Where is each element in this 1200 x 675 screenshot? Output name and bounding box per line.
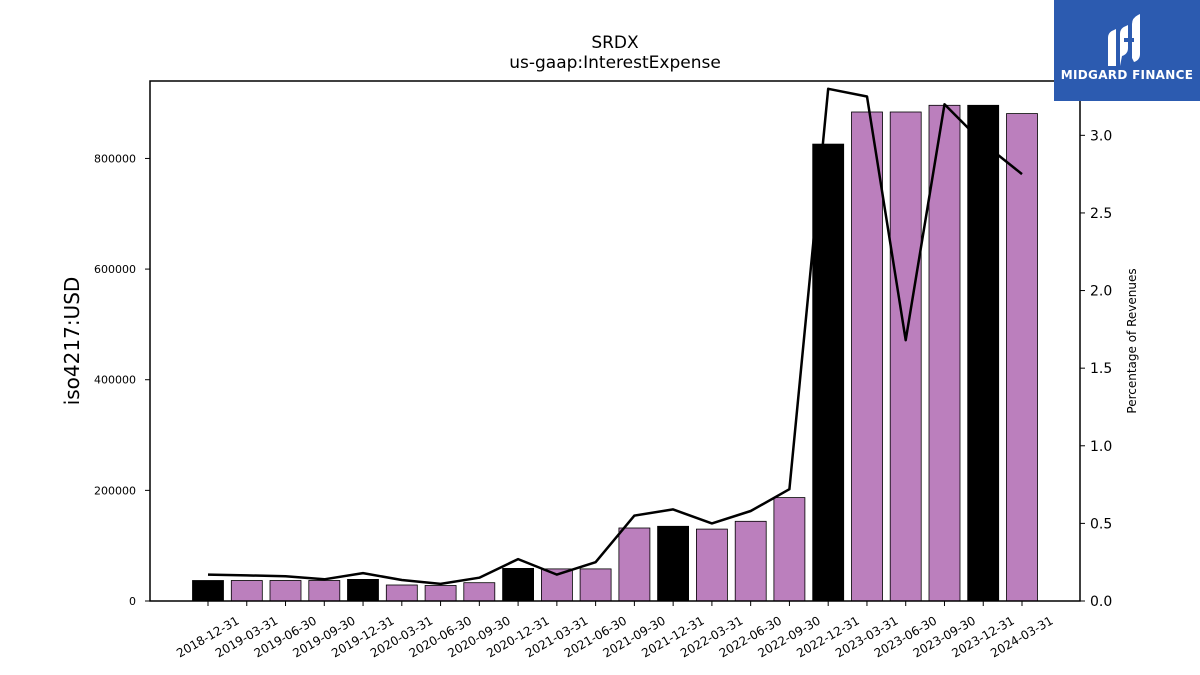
bar [308, 580, 341, 602]
y2-tick-label: 1.5 [1090, 361, 1112, 377]
y-tick-label: 200000 [94, 484, 136, 497]
bar [851, 111, 883, 602]
bar [463, 582, 496, 602]
bar [696, 528, 728, 602]
bar [618, 527, 651, 602]
y2-tick-label: 0.0 [1090, 594, 1112, 610]
brand-logo: MIDGARD FINANCE [1054, 0, 1200, 101]
bar [192, 580, 224, 602]
bar [424, 585, 457, 602]
bar [385, 584, 418, 602]
line-group [207, 87, 1023, 586]
bar [502, 568, 535, 602]
y-tick-label: 600000 [94, 263, 136, 276]
y2-tick-label: 3.0 [1090, 128, 1112, 144]
y2-tick-label: 1.0 [1090, 439, 1112, 455]
bar [1006, 113, 1038, 602]
x-axis: 2018-12-312019-03-312019-06-302019-09-30… [174, 601, 1056, 660]
y-axis-left: 0 200000 400000 600000 800000 [94, 152, 150, 608]
logo-text: MIDGARD FINANCE [1060, 68, 1194, 82]
chart-title: SRDX [591, 33, 639, 53]
bar [734, 520, 767, 602]
bar-group [192, 104, 1038, 602]
bar [579, 568, 612, 602]
bar [967, 104, 1000, 602]
bar [657, 525, 689, 602]
chart-subtitle: us-gaap:InterestExpense [509, 53, 721, 73]
y-axis-right-label: Percentage of Revenues [1125, 268, 1139, 413]
bar [230, 580, 263, 602]
y-tick-label: 0 [129, 595, 136, 608]
percentage-line [207, 87, 1023, 586]
plot-frame [149, 80, 1081, 602]
y2-tick-label: 0.5 [1090, 516, 1112, 532]
bar [812, 143, 845, 602]
y2-tick-label: 2.0 [1090, 284, 1112, 300]
bar [928, 104, 961, 602]
bar [773, 497, 806, 602]
y-axis-left-label: iso4217:USD [60, 277, 84, 406]
y-tick-label: 800000 [94, 152, 136, 165]
y-tick-label: 400000 [94, 374, 136, 387]
bar [269, 580, 302, 602]
y-axis-right: 0.0 0.5 1.0 1.5 2.0 2.5 3.0 [1080, 128, 1112, 610]
bar [347, 579, 379, 602]
logo-mark-icon [1108, 14, 1140, 66]
bar [889, 111, 922, 602]
y2-tick-label: 2.5 [1090, 206, 1112, 222]
